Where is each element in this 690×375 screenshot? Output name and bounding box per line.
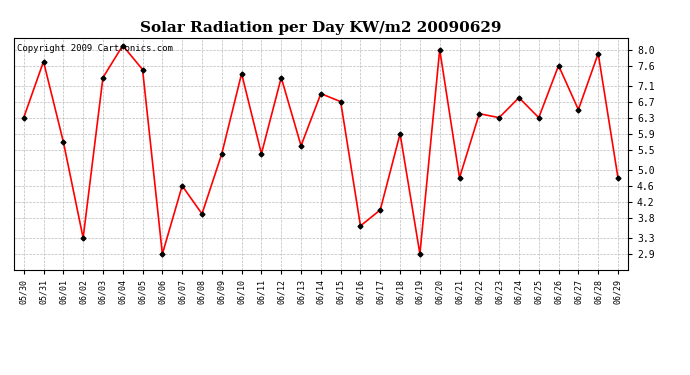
Title: Solar Radiation per Day KW/m2 20090629: Solar Radiation per Day KW/m2 20090629 [140, 21, 502, 35]
Text: Copyright 2009 Cartronics.com: Copyright 2009 Cartronics.com [17, 45, 172, 54]
